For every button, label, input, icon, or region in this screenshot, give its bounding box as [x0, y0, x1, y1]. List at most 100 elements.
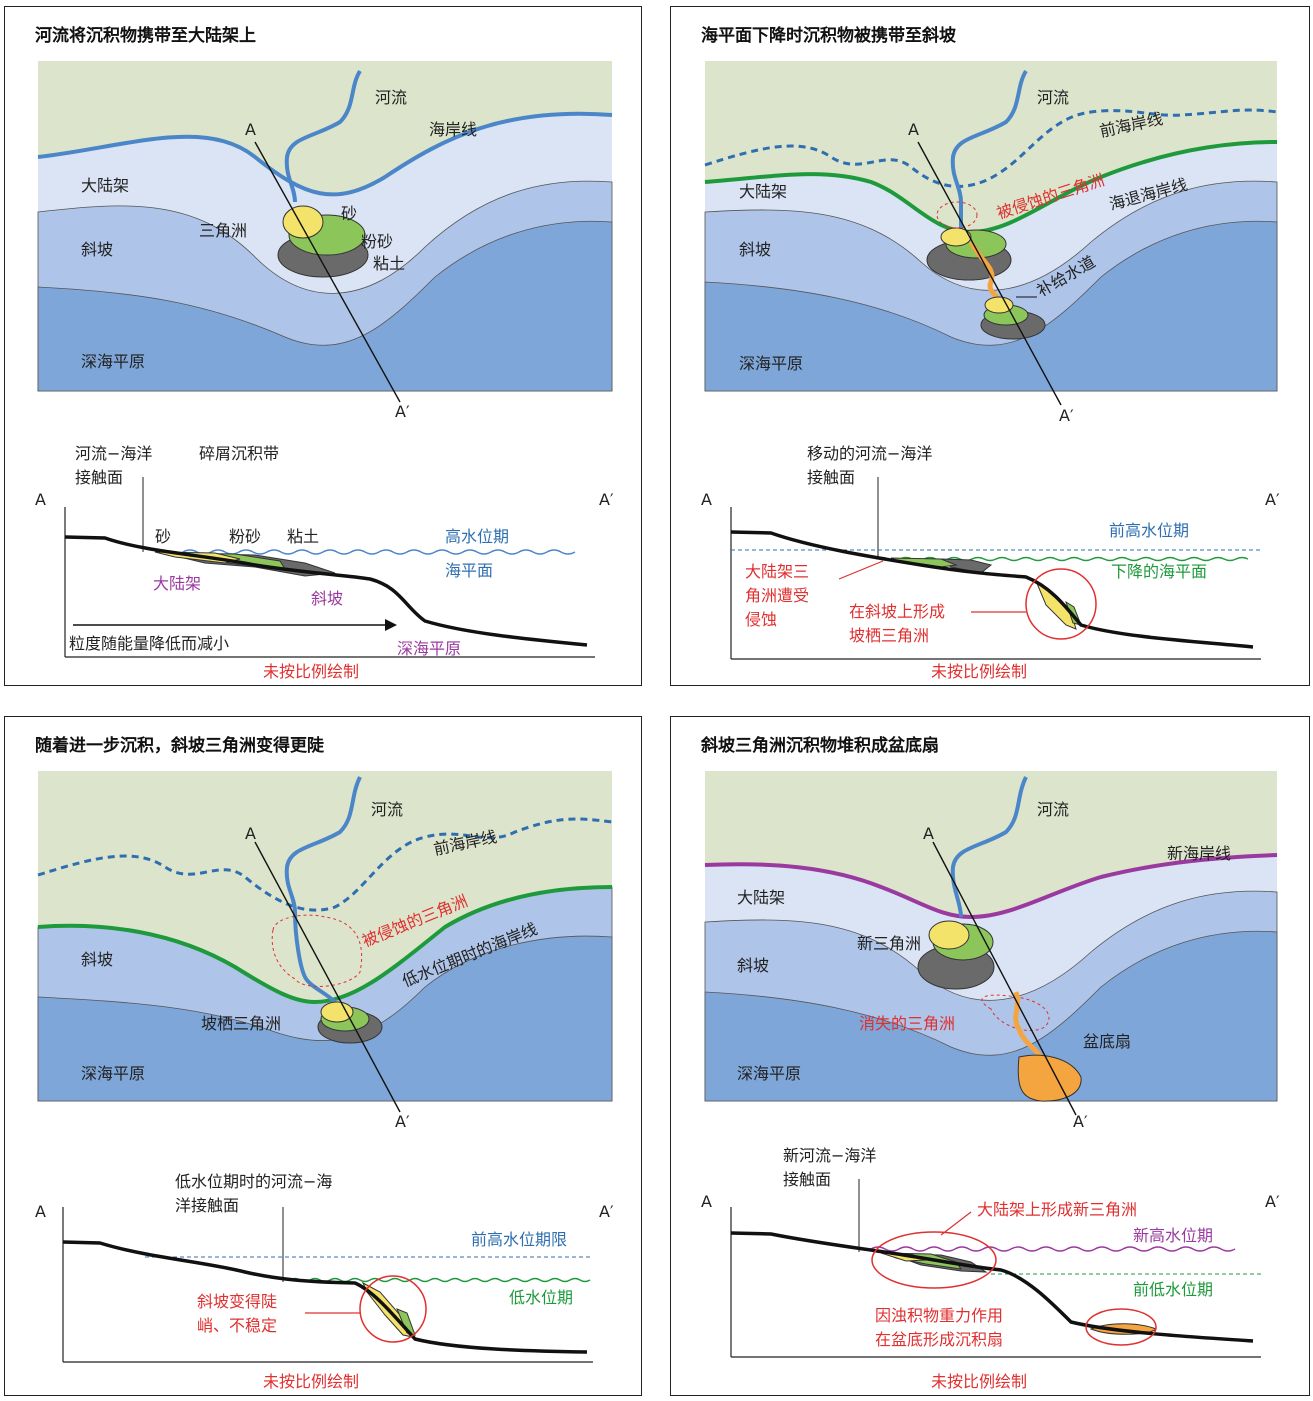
label-interface-2: 接触面 — [807, 468, 855, 487]
section-line — [917, 141, 1062, 406]
river-line — [950, 776, 1028, 918]
label-river: 河流 — [1037, 800, 1069, 819]
label-fan-2: 在盆底形成沉积扇 — [875, 1330, 1003, 1349]
label-slope: 斜坡 — [311, 589, 343, 608]
panel-title: 斜坡三角洲沉积物堆积成盆底扇 — [701, 736, 939, 756]
label-slope: 斜坡 — [81, 950, 113, 969]
label-perch-2: 坡栖三角洲 — [849, 626, 929, 645]
label-new-delta: 大陆架上形成新三角洲 — [977, 1200, 1137, 1219]
label-lowstand: 低水位期 — [509, 1288, 573, 1307]
label-not-to-scale: 未按比例绘制 — [263, 662, 359, 681]
label-clay: 粘土 — [287, 527, 319, 546]
old-coastline — [704, 108, 1278, 188]
new-highstand-wave — [870, 1246, 1236, 1252]
label-fan-1: 因浊积物重力作用 — [875, 1306, 1003, 1325]
label-sand: 砂 — [155, 527, 171, 546]
coastline-line — [37, 111, 613, 197]
cross-section: 低水位期时的河流−海 洋接触面 A A′ 前高水位期限 低水位期 斜坡变得陡 峭… — [35, 1172, 614, 1391]
section-line — [254, 841, 401, 1113]
perched-delta-circle — [1025, 568, 1097, 640]
label-new-delta: 新三角洲 — [857, 934, 921, 953]
label-shelf: 大陆架 — [739, 182, 787, 201]
label-interface-2: 接触面 — [75, 468, 123, 487]
panel-title: 随着进一步沉积，斜坡三角洲变得更陡 — [35, 736, 324, 756]
map-view: A A′ 河流 海岸线 大陆架 三角洲 砂 粉砂 粘土 斜坡 深海平原 — [37, 61, 613, 421]
label-lost-delta: 消失的三角洲 — [859, 1014, 955, 1033]
label-highstand: 高水位期 — [445, 527, 509, 546]
label-clay: 粘土 — [373, 254, 405, 273]
map-view: A A′ 河流 前海岸线 被侵蚀的三角洲 低水位期时的海岸线 斜坡 坡栖三角洲 … — [37, 771, 613, 1131]
section-line — [254, 141, 401, 403]
label-river: 河流 — [1037, 88, 1069, 107]
new-coastline — [704, 853, 1278, 920]
label-a: A — [35, 1202, 46, 1221]
lowstand-wave — [289, 1277, 591, 1283]
label-old-lowstand: 前低水位期 — [1133, 1280, 1213, 1299]
label-erode-1: 大陆架三 — [745, 562, 809, 581]
label-delta: 三角洲 — [199, 221, 247, 240]
panel-sea-level-fall: 海平面下降时沉积物被携带至斜坡 A A′ 河流 前海岸线 被侵蚀的三角洲 — [670, 6, 1310, 686]
label-not-to-scale: 未按比例绘制 — [931, 662, 1027, 681]
label-slope: 斜坡 — [737, 956, 769, 975]
label-a-prime: A′ — [1073, 1112, 1088, 1131]
panel-title: 河流将沉积物携带至大陆架上 — [35, 26, 256, 46]
label-a-prime: A′ — [1059, 406, 1074, 425]
label-a: A — [923, 824, 934, 843]
label-a-prime: A′ — [599, 490, 614, 509]
label-a: A — [701, 1192, 712, 1211]
label-steep-2: 峭、不稳定 — [197, 1316, 277, 1335]
label-abyssal: 深海平原 — [397, 639, 461, 658]
label-a-prime: A′ — [599, 1202, 614, 1221]
label-not-to-scale: 未按比例绘制 — [263, 1372, 359, 1391]
seafloor-profile — [64, 535, 588, 647]
label-interface-1: 低水位期时的河流−海 — [175, 1172, 332, 1191]
sand-lobe — [282, 205, 324, 239]
old-coastline — [37, 817, 613, 912]
sea-level-wave — [154, 549, 576, 555]
map-view: A A′ 河流 新海岸线 大陆架 新三角洲 斜坡 消失的三角洲 盆底扇 深海平原 — [704, 771, 1278, 1131]
lost-delta-outline — [981, 994, 1050, 1031]
river-line — [284, 69, 362, 203]
eroded-delta-outline — [936, 201, 978, 229]
panel1-figure: A A′ 河流 海岸线 大陆架 三角洲 砂 粉砂 粘土 斜坡 深海平原 河流−海… — [35, 61, 614, 681]
label-a: A — [701, 490, 712, 509]
label-perch-1: 在斜坡上形成 — [849, 602, 945, 621]
label-perched: 坡栖三角洲 — [201, 1014, 281, 1033]
river-line — [284, 776, 362, 1004]
label-coastline: 海岸线 — [429, 120, 477, 139]
basin-fan — [1017, 1054, 1082, 1102]
label-new-coastline: 新海岸线 — [1167, 844, 1231, 863]
label-abyssal: 深海平原 — [81, 352, 145, 371]
eroded-delta-outline — [271, 914, 363, 987]
map-view: A A′ 河流 前海岸线 被侵蚀的三角洲 海退海岸线 大陆架 斜坡 补给水道 深… — [704, 61, 1278, 425]
label-interface-1: 移动的河流−海洋 — [807, 444, 932, 463]
label-interface-2: 接触面 — [783, 1170, 831, 1189]
label-interface-2: 洋接触面 — [175, 1196, 239, 1215]
river-line — [950, 69, 1028, 235]
label-falling-sea: 下降的海平面 — [1111, 562, 1207, 581]
label-not-to-scale: 未按比例绘制 — [931, 1372, 1027, 1391]
label-shelf: 大陆架 — [153, 574, 201, 593]
label-interface-1: 河流−海洋 — [75, 444, 152, 463]
label-interface-1: 新河流−海洋 — [783, 1146, 876, 1165]
label-shelf: 大陆架 — [81, 176, 129, 195]
label-a-prime: A′ — [395, 402, 410, 421]
label-abyssal: 深海平原 — [739, 354, 803, 373]
cross-section: 移动的河流−海洋 接触面 A A′ 前高水位期 下降的海平面 大陆架三 角洲遭受… — [701, 444, 1280, 681]
label-old-highstand: 前高水位期限 — [471, 1230, 567, 1249]
label-silt: 粉砂 — [229, 527, 261, 546]
label-slope: 斜坡 — [81, 240, 113, 259]
label-sand: 砂 — [341, 204, 357, 223]
label-old-highstand: 前高水位期 — [1109, 521, 1189, 540]
label-a: A — [245, 824, 256, 843]
label-sea-level: 海平面 — [445, 561, 493, 580]
label-erode-3: 侵蚀 — [745, 610, 777, 629]
label-erode-2: 角洲遭受 — [745, 586, 809, 605]
cross-section: 河流−海洋 接触面 碎屑沉积带 A A′ 砂 粉砂 粘土 高水位期 海平面 大陆… — [35, 444, 614, 681]
section-line — [932, 841, 1077, 1116]
panel-basin-floor-fan: 斜坡三角洲沉积物堆积成盆底扇 A A′ 河流 新海岸线 大陆架 新三角洲 斜坡 … — [670, 716, 1310, 1396]
label-steep-1: 斜坡变得陡 — [197, 1292, 277, 1311]
label-a-prime: A′ — [1265, 1192, 1280, 1211]
panel4-figure: A A′ 河流 新海岸线 大陆架 新三角洲 斜坡 消失的三角洲 盆底扇 深海平原… — [701, 771, 1280, 1391]
label-slope: 斜坡 — [739, 240, 771, 259]
